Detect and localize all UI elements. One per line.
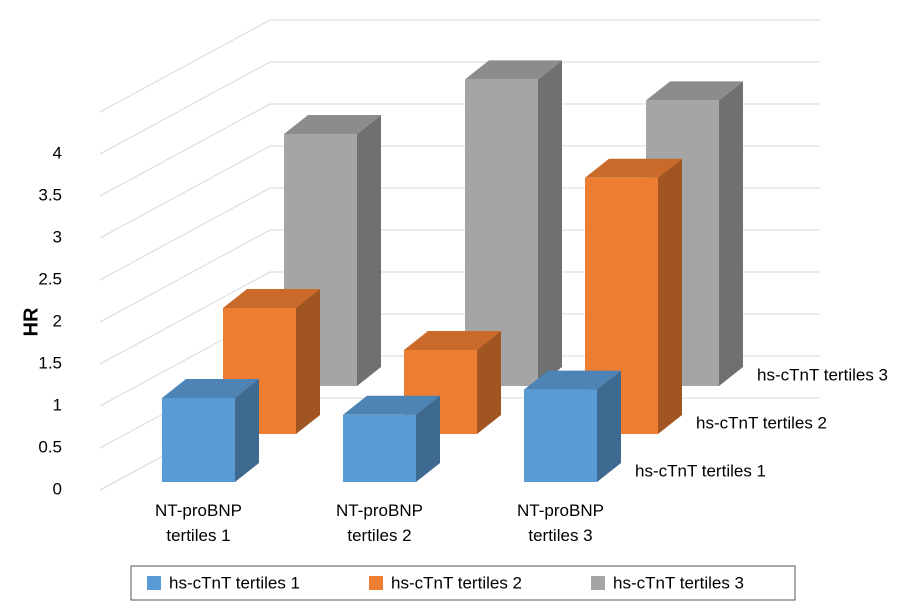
bar-side: [416, 395, 440, 482]
y-tick-label: 3: [53, 227, 62, 246]
y-tick-label: 4: [53, 143, 62, 162]
bar: [162, 379, 259, 482]
legend-label: hs-cTnT tertiles 1: [169, 573, 300, 592]
y-tick-label: 1.5: [38, 353, 62, 372]
bar-top: [524, 370, 621, 390]
y-tick-label: 3.5: [38, 185, 62, 204]
bar-side: [477, 331, 501, 434]
y-tick-label: 0: [53, 479, 62, 498]
bar-side: [658, 158, 682, 435]
bar: [343, 395, 440, 482]
bar-top: [162, 379, 259, 398]
series-label: hs-cTnT tertiles 3: [757, 365, 888, 384]
bar: [524, 370, 621, 482]
bar-top: [465, 60, 562, 80]
bar-top: [223, 289, 320, 308]
bar: [465, 60, 562, 387]
bar: [284, 115, 381, 386]
grid-line: [99, 103, 820, 197]
legend: [130, 565, 796, 601]
grid-line: [99, 145, 820, 239]
legend-label: hs-cTnT tertiles 2: [391, 573, 522, 592]
bar: [223, 289, 320, 434]
y-axis-label: HR: [20, 307, 42, 336]
bar-top: [343, 395, 440, 415]
legend-swatch: [591, 576, 605, 590]
bar-top: [646, 81, 743, 101]
y-tick-label: 2.5: [38, 269, 62, 288]
legend-label: hs-cTnT tertiles 3: [613, 573, 744, 592]
bar-side: [357, 115, 381, 386]
x-tick-label: NT-proBNP tertiles 2: [336, 501, 423, 545]
y-tick-label: 0.5: [38, 437, 62, 456]
bar-front: [162, 398, 235, 482]
bar-top: [284, 115, 381, 134]
y-tick-label: 1: [53, 395, 62, 414]
bar-front: [343, 414, 416, 482]
series-label: hs-cTnT tertiles 1: [635, 461, 766, 480]
grid-line: [99, 19, 820, 113]
bar-top: [585, 158, 682, 178]
legend-swatch: [369, 576, 383, 590]
bar-side: [597, 370, 621, 482]
bar-side: [538, 60, 562, 387]
bar-front: [524, 389, 597, 482]
x-tick-label: NT-proBNP tertiles 1: [155, 501, 242, 545]
bar-side: [719, 81, 743, 387]
bar-top: [404, 331, 501, 350]
bar-side: [235, 379, 259, 482]
y-tick-label: 2: [53, 311, 62, 330]
bar-side: [296, 289, 320, 434]
series-label: hs-cTnT tertiles 2: [696, 413, 827, 432]
x-tick-label: NT-proBNP tertiles 3: [517, 501, 604, 545]
legend-swatch: [147, 576, 161, 590]
grid-line: [99, 61, 820, 155]
